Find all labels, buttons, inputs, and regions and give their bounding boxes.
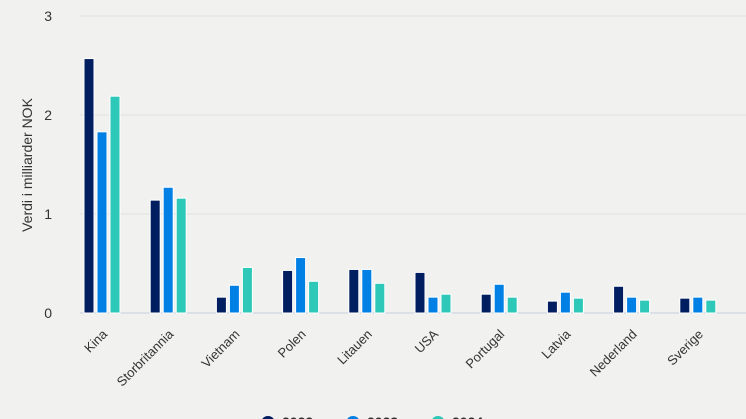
- bar-2023: [228, 284, 240, 314]
- legend-label: 2023: [367, 414, 398, 419]
- bar-2024: [440, 293, 452, 314]
- y-tick-label: 1: [44, 206, 52, 222]
- x-tick-label: USA: [412, 326, 442, 356]
- bar-2022: [215, 296, 227, 314]
- bar-2022: [282, 269, 294, 314]
- bar-2024: [109, 95, 121, 314]
- bar-2022: [679, 297, 691, 314]
- x-tick-label: Litauen: [334, 327, 375, 368]
- bar-2022: [414, 271, 426, 314]
- bar-2024: [506, 296, 518, 314]
- bar-2023: [493, 283, 505, 314]
- bar-2022: [546, 300, 558, 314]
- x-tick-label: Portugal: [462, 326, 507, 371]
- legend-marker: [432, 416, 444, 419]
- bar-2024: [308, 280, 320, 314]
- bar-2022: [149, 199, 161, 314]
- bar-2024: [572, 297, 584, 314]
- x-tick-label: Nederland: [587, 327, 640, 380]
- bar-2023: [162, 186, 174, 314]
- bar-2024: [374, 282, 386, 314]
- x-tick-label: Vietnam: [198, 327, 242, 371]
- y-tick-label: 3: [44, 8, 52, 24]
- x-tick-label: Latvia: [538, 326, 574, 362]
- bar-2024: [241, 266, 253, 314]
- y-axis-label: Verdi i milliarder NOK: [19, 97, 35, 231]
- x-tick-label: Polen: [275, 327, 309, 361]
- bar-2023: [559, 291, 571, 314]
- legend-label: 2022: [282, 414, 313, 419]
- bar-2023: [626, 296, 638, 314]
- bar-2023: [295, 257, 307, 314]
- x-tick-label: Storbritannia: [114, 326, 177, 389]
- bar-2024: [705, 299, 717, 314]
- bar-2023: [361, 268, 373, 314]
- y-tick-label: 0: [44, 305, 52, 321]
- legend-label: 2024: [452, 414, 483, 419]
- bar-2023: [96, 131, 108, 314]
- bar-2023: [427, 296, 439, 314]
- x-tick-label: Kina: [81, 326, 111, 356]
- bar-2022: [613, 285, 625, 314]
- bar-2022: [348, 268, 360, 314]
- legend-marker: [347, 416, 359, 419]
- bar-2022: [83, 58, 95, 314]
- bar-2023: [692, 296, 704, 314]
- bar-2024: [175, 197, 187, 314]
- bar-2024: [639, 299, 651, 314]
- legend-marker: [262, 416, 274, 419]
- y-tick-label: 2: [44, 107, 52, 123]
- bar-2022: [480, 293, 492, 314]
- x-tick-label: Sverige: [664, 327, 706, 369]
